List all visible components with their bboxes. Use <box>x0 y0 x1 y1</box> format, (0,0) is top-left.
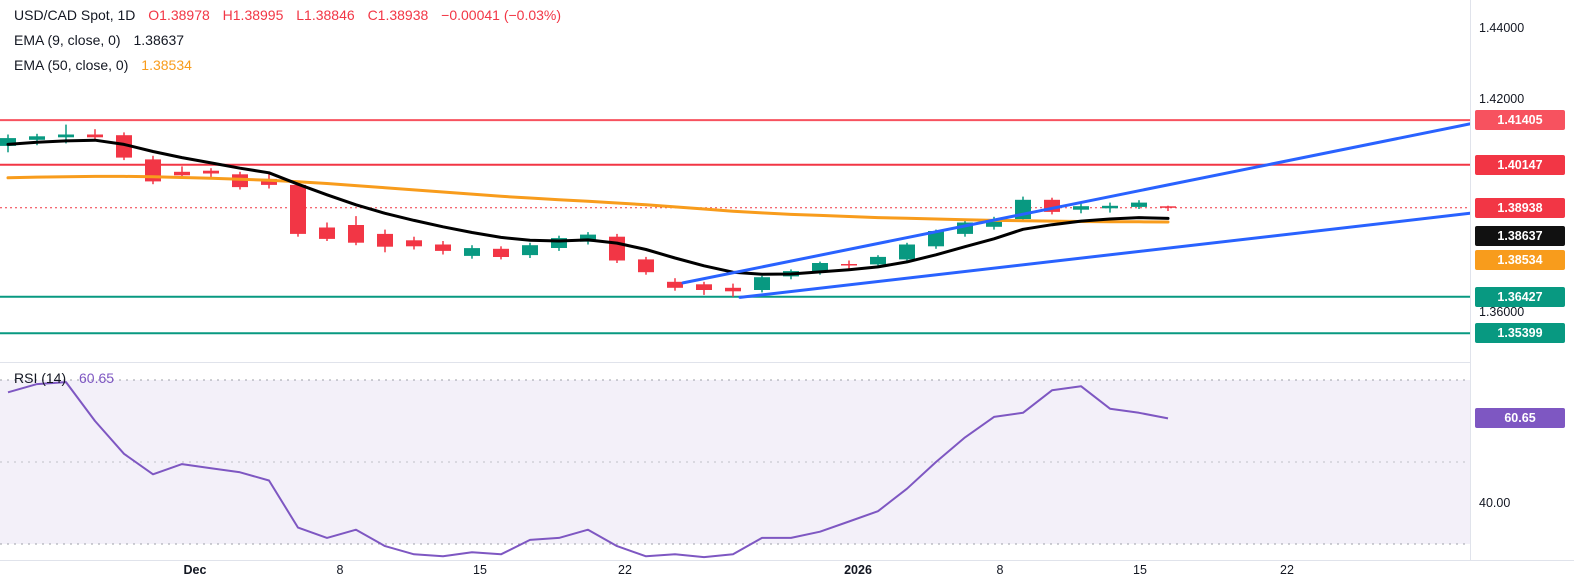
time-axis-label: 8 <box>336 563 344 577</box>
time-axis-label: 8 <box>996 563 1004 577</box>
price-badge: 1.35399 <box>1475 323 1565 344</box>
time-axis-label: 2026 <box>844 563 872 577</box>
ema50-value: 1.38534 <box>141 57 192 73</box>
price-label: 40.00 <box>1479 496 1511 511</box>
ohlc-high: H1.38995 <box>222 7 284 23</box>
price-badge: 1.38938 <box>1475 197 1565 218</box>
price-axis[interactable]: 1.44000 1.42000 1.36000 1.41405 1.40147 1.389… <box>1470 0 1574 560</box>
ema9-label[interactable]: EMA (9, close, 0) <box>14 32 121 48</box>
symbol-title[interactable]: USD/CAD Spot, 1D <box>14 7 136 23</box>
ema50-legend: EMA (50, close, 0) 1.38534 <box>14 58 561 72</box>
panel-separator[interactable] <box>0 362 1574 363</box>
rsi-chart-canvas[interactable] <box>0 362 1470 560</box>
time-axis-label: 22 <box>1280 563 1294 577</box>
rsi-label[interactable]: RSI (14) <box>14 370 67 386</box>
price-label: 1.36000 <box>1479 304 1525 319</box>
ohlc-low: L1.38846 <box>296 7 355 23</box>
price-badge: 1.38534 <box>1475 250 1565 271</box>
indicator-legend: USD/CAD Spot, 1D O1.38978 H1.38995 L1.38… <box>14 8 561 83</box>
price-badge: 1.36427 <box>1475 286 1565 307</box>
rsi-value: 60.65 <box>79 370 115 386</box>
time-axis-label: 22 <box>618 563 632 577</box>
ohlc-change: −0.00041 (−0.03%) <box>441 7 562 23</box>
time-axis-label: 15 <box>1133 563 1147 577</box>
ema9-value: 1.38637 <box>133 32 185 48</box>
ohlc-open: O1.38978 <box>148 7 210 23</box>
price-badge: 60.65 <box>1475 408 1565 429</box>
rsi-legend: RSI (14) 60.65 <box>14 370 114 386</box>
price-label: 1.42000 <box>1479 92 1525 107</box>
time-axis-label: Dec <box>183 563 207 577</box>
symbol-legend: USD/CAD Spot, 1D O1.38978 H1.38995 L1.38… <box>14 8 561 22</box>
time-axis[interactable]: Dec 8 15 22 2026 8 15 22 <box>0 560 1574 579</box>
price-chart-canvas[interactable] <box>0 0 1470 362</box>
ema50-label[interactable]: EMA (50, close, 0) <box>14 57 129 73</box>
price-badge: 1.38637 <box>1475 226 1565 247</box>
price-label: 1.44000 <box>1479 21 1525 36</box>
price-badge: 1.40147 <box>1475 154 1565 175</box>
time-axis-label: 15 <box>473 563 487 577</box>
price-badge: 1.41405 <box>1475 110 1565 131</box>
ohlc-close: C1.38938 <box>367 7 429 23</box>
ema9-legend: EMA (9, close, 0) 1.38637 <box>14 33 561 47</box>
